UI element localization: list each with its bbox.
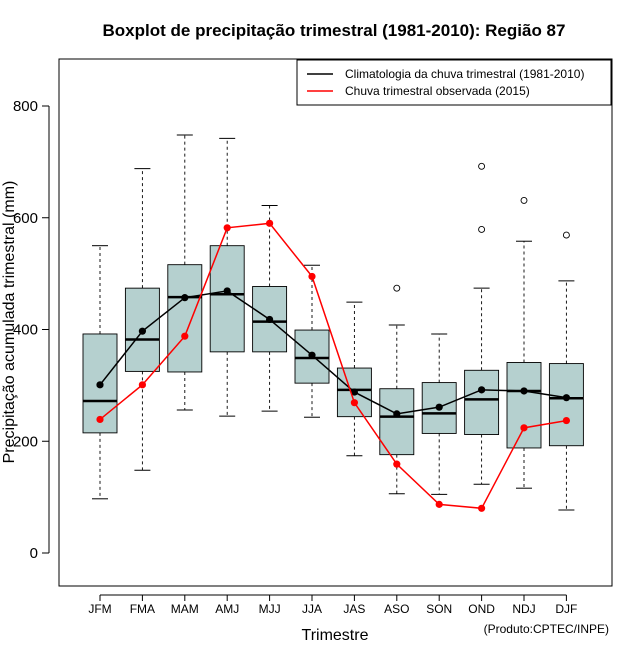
box-group <box>82 134 584 511</box>
box-jfm <box>82 245 118 500</box>
outlier-point <box>562 231 570 239</box>
y-axis-label: Precipitação acumulada trimestral (mm) <box>1 181 18 464</box>
legend: Climatologia da chuva trimestral (1981-2… <box>296 59 612 106</box>
box-fma <box>124 168 160 471</box>
y-tick-label: 600 <box>13 210 38 227</box>
x-tick-label: AMJ <box>215 602 239 616</box>
y-tick-label: 0 <box>30 545 38 562</box>
box-mam <box>167 134 203 411</box>
box-ndj <box>506 196 542 489</box>
y-tick-label: 800 <box>13 98 38 115</box>
legend-box <box>296 59 612 106</box>
iqr-box <box>548 363 584 447</box>
series-point-observed <box>181 332 189 340</box>
box-ond <box>464 162 500 485</box>
series-point-observed <box>520 424 528 432</box>
x-tick-label: SON <box>426 602 452 616</box>
series-point-climatology <box>435 403 443 411</box>
box-jja <box>294 264 330 418</box>
series-climatology <box>96 287 571 418</box>
series-point-observed <box>478 504 486 512</box>
chart-title: Boxplot de precipitação trimestral (1981… <box>103 21 566 40</box>
series-point-climatology <box>138 327 146 335</box>
box-son <box>421 333 457 495</box>
series-point-observed <box>223 224 231 232</box>
series-point-observed <box>562 416 571 425</box>
x-tick-label: OND <box>468 602 495 616</box>
series-line-climatology <box>99 290 567 415</box>
x-tick-label: ASO <box>384 602 409 616</box>
box-aso <box>379 284 415 495</box>
outlier-point <box>393 284 401 292</box>
series-point-observed <box>308 272 316 281</box>
iqr-box <box>124 287 160 372</box>
iqr-box <box>506 362 542 449</box>
outlier-point <box>478 226 486 233</box>
x-tick-label: NDJ <box>512 602 535 616</box>
x-tick-label: JJA <box>302 602 322 616</box>
series-point-climatology <box>181 294 189 302</box>
legend-label-observed: Chuva trimestral observada (2015) <box>345 84 530 98</box>
series-line-observed <box>99 222 567 510</box>
iqr-box <box>464 369 500 435</box>
x-tick-label: FMA <box>130 602 155 616</box>
box-jas <box>336 301 372 457</box>
series-point-climatology <box>266 315 274 324</box>
series-point-climatology <box>520 387 528 395</box>
iqr-box <box>167 264 203 373</box>
y-tick-label: 400 <box>13 322 38 339</box>
series-point-climatology <box>350 388 358 396</box>
outlier-point <box>520 196 528 204</box>
box-mjj <box>252 204 288 412</box>
x-tick-label: DJF <box>555 602 577 616</box>
series-point-climatology <box>223 287 231 295</box>
box-amj <box>209 137 245 417</box>
footnote: (Produto:CPTEC/INPE) <box>484 622 609 636</box>
series-point-climatology <box>96 381 104 389</box>
x-tick-label: JFM <box>88 602 111 616</box>
series-point-observed <box>350 399 358 407</box>
series-point-climatology <box>308 351 316 359</box>
series-lines <box>96 219 571 512</box>
series-observed <box>96 219 571 512</box>
series-point-climatology <box>478 386 486 394</box>
y-tick-label: 200 <box>13 433 38 450</box>
x-tick-label: MAM <box>171 602 199 616</box>
legend-label-climatology: Climatologia da chuva trimestral (1981-2… <box>345 67 584 81</box>
plot-frame <box>58 58 613 587</box>
series-point-climatology <box>562 394 571 402</box>
x-tick-label: MJJ <box>259 602 281 616</box>
x-axis: JFM FMA MAM AMJ MJJ JJA JAS ASO SON OND NDJ DJF <box>88 594 577 616</box>
series-point-climatology <box>393 410 401 418</box>
x-tick-label: JAS <box>343 602 365 616</box>
series-point-observed <box>138 381 146 389</box>
series-point-observed <box>266 219 274 227</box>
box-djf <box>548 231 584 511</box>
series-point-observed <box>96 415 104 424</box>
series-point-observed <box>393 460 401 468</box>
y-axis: 0 200 400 600 800 <box>13 98 50 562</box>
outlier-point <box>478 162 486 170</box>
x-axis-label: Trimestre <box>302 627 369 644</box>
iqr-box <box>379 388 415 456</box>
series-point-observed <box>435 500 443 508</box>
